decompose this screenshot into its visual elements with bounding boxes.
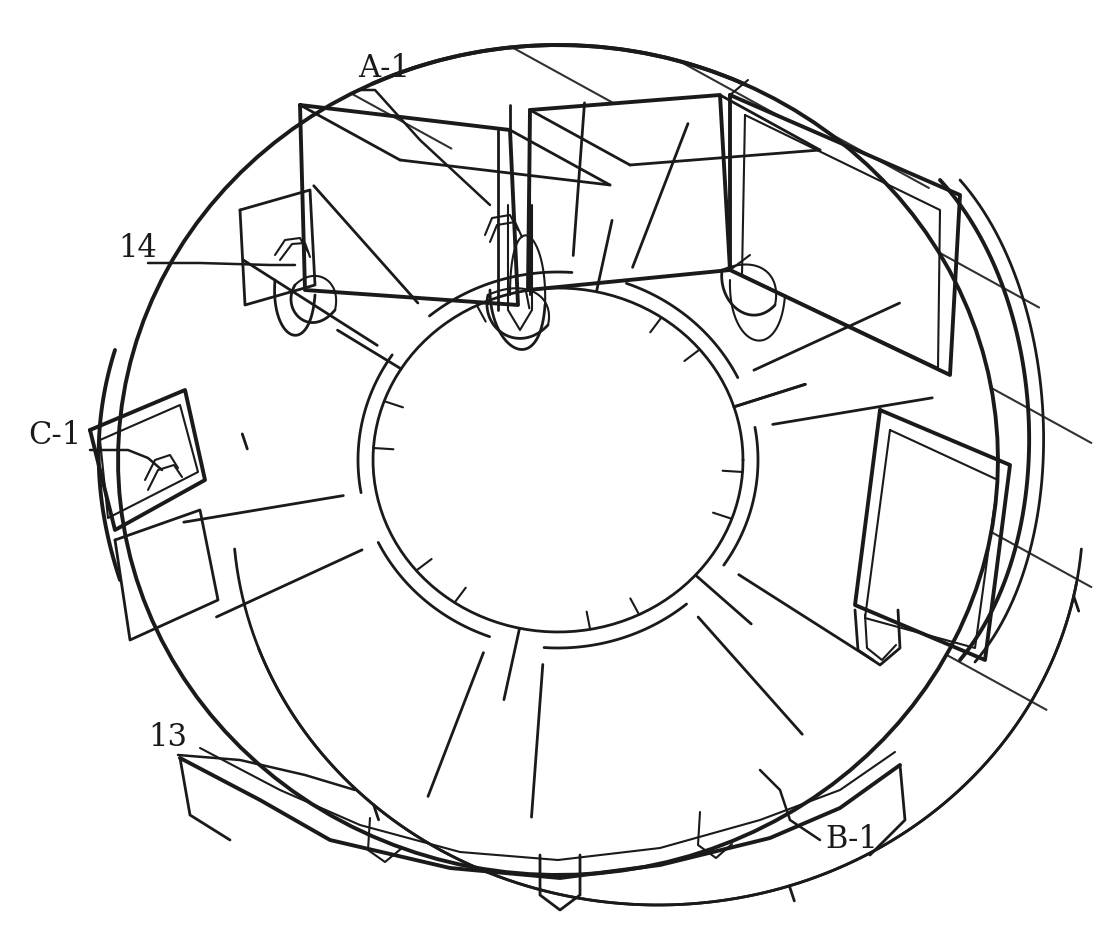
Text: A-1: A-1 bbox=[358, 52, 410, 84]
Text: 13: 13 bbox=[148, 722, 187, 754]
Text: 14: 14 bbox=[118, 233, 157, 264]
Text: B-1: B-1 bbox=[825, 825, 878, 855]
Text: C-1: C-1 bbox=[28, 419, 81, 451]
